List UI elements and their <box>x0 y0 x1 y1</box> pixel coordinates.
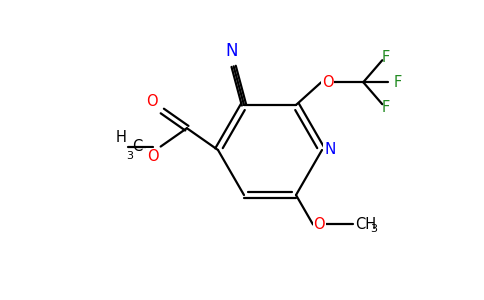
Text: 3: 3 <box>127 151 134 160</box>
Text: 3: 3 <box>370 224 378 234</box>
Text: C: C <box>132 139 142 154</box>
Text: O: O <box>322 75 333 90</box>
Text: N: N <box>324 142 335 158</box>
Text: H: H <box>116 130 127 145</box>
Text: N: N <box>226 42 238 60</box>
Text: O: O <box>314 217 325 232</box>
Text: O: O <box>147 148 159 164</box>
Text: F: F <box>381 50 390 65</box>
Text: O: O <box>146 94 157 109</box>
Text: F: F <box>393 75 402 90</box>
Text: CH: CH <box>355 217 376 232</box>
Text: F: F <box>381 100 390 115</box>
